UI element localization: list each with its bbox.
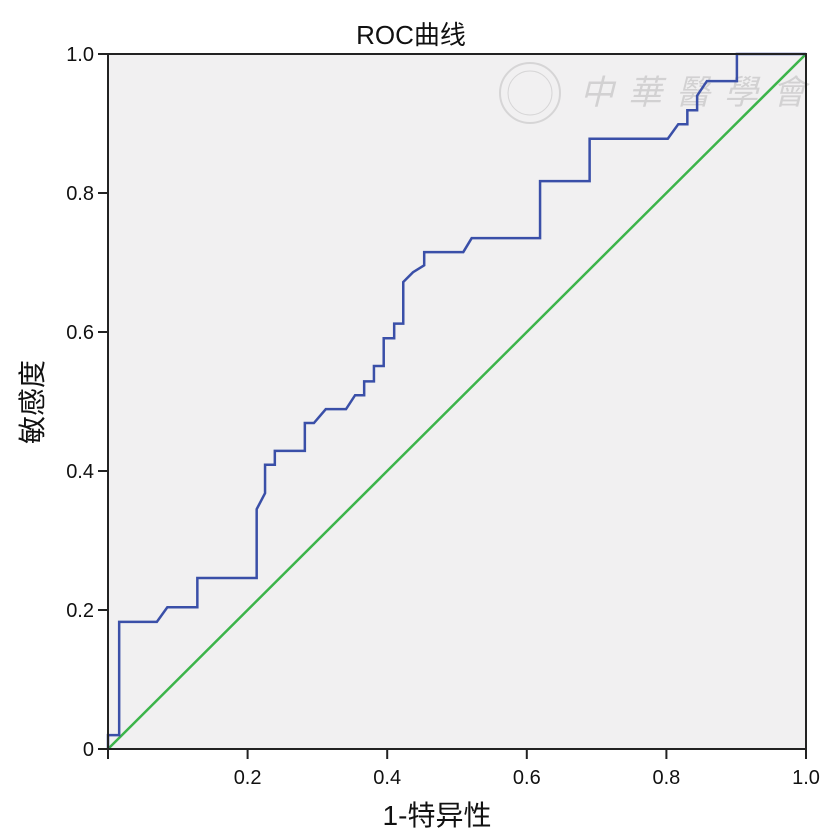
- y-axis-label: 敏感度: [17, 360, 48, 444]
- series-line-0: [106, 52, 806, 749]
- x-tick-label: 1.0: [792, 767, 820, 789]
- series-line-1: [107, 53, 807, 750]
- y-tick-label: 1.0: [66, 44, 94, 66]
- x-tick-label: 0.6: [513, 767, 541, 789]
- y-tick-label: 0.6: [66, 322, 94, 344]
- y-tick-label: 0.8: [66, 183, 94, 205]
- plot-frame: [107, 53, 807, 750]
- x-axis-label: 1-特异性: [383, 800, 492, 831]
- x-tick-label: 0.2: [234, 767, 262, 789]
- x-tick-label: 0.8: [652, 767, 680, 789]
- chart-title: ROC曲线: [356, 20, 466, 50]
- x-tick-label: 0.4: [373, 767, 401, 789]
- y-tick-label: 0: [83, 739, 94, 761]
- y-tick-label: 0.2: [66, 600, 94, 622]
- y-tick-label: 0.4: [66, 461, 94, 483]
